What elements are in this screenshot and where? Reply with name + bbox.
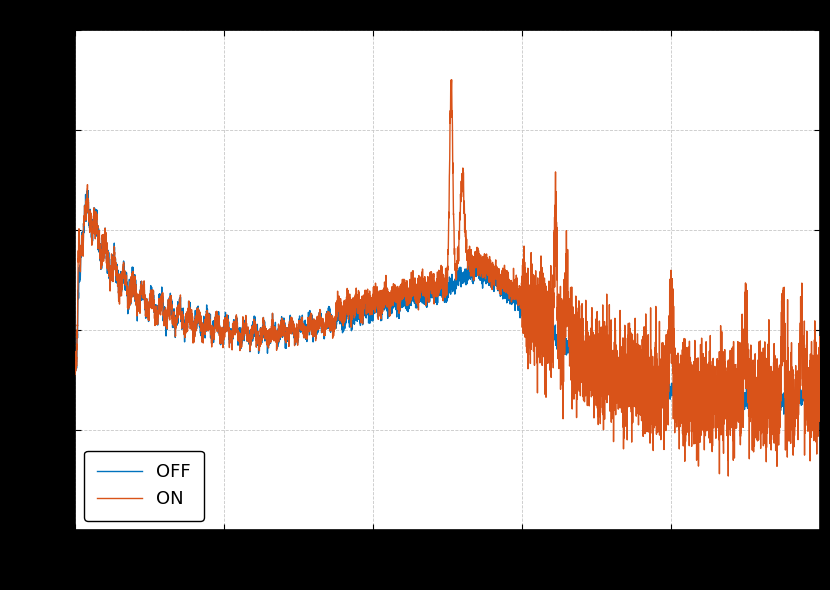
ON bbox=[108, 257, 118, 264]
OFF bbox=[108, 261, 118, 268]
ON bbox=[815, 371, 825, 378]
OFF bbox=[82, 186, 92, 194]
ON bbox=[544, 317, 554, 324]
ON bbox=[70, 371, 80, 378]
Line: ON: ON bbox=[75, 80, 820, 476]
ON bbox=[339, 317, 349, 324]
OFF bbox=[662, 395, 672, 402]
OFF bbox=[622, 375, 632, 382]
OFF bbox=[815, 383, 825, 390]
ON bbox=[723, 473, 733, 480]
ON bbox=[511, 290, 521, 297]
Line: OFF: OFF bbox=[75, 190, 820, 415]
ON bbox=[662, 375, 672, 382]
ON bbox=[622, 335, 632, 342]
ON bbox=[447, 76, 456, 83]
OFF bbox=[544, 333, 554, 340]
OFF bbox=[70, 369, 80, 376]
Legend: OFF, ON: OFF, ON bbox=[84, 451, 203, 521]
OFF bbox=[785, 411, 795, 418]
OFF bbox=[511, 293, 521, 300]
OFF bbox=[339, 310, 349, 317]
